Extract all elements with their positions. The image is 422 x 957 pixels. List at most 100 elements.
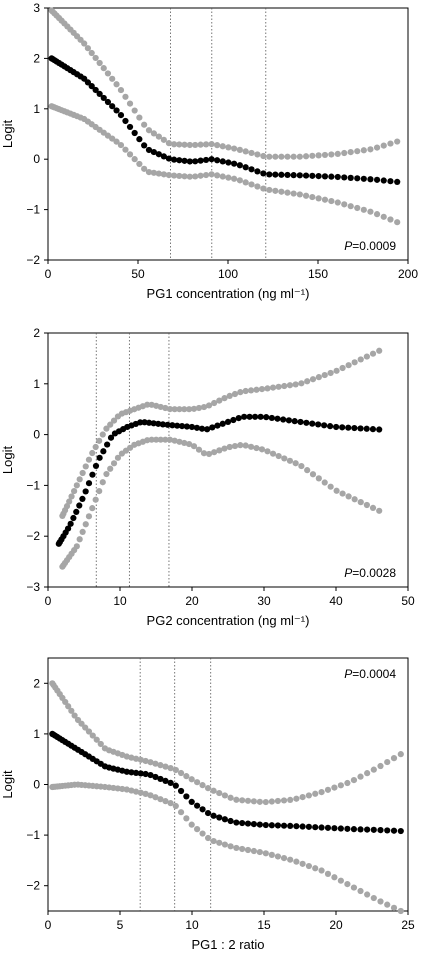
data-point	[109, 103, 116, 110]
data-point	[89, 449, 96, 457]
data-point	[145, 146, 153, 154]
data-point	[266, 171, 273, 178]
data-point	[296, 172, 303, 179]
data-point	[226, 443, 233, 451]
data-point	[305, 862, 312, 870]
data-point	[390, 755, 398, 762]
data-point	[76, 536, 83, 543]
data-point	[280, 797, 288, 804]
data-point	[126, 123, 134, 131]
data-point	[376, 507, 383, 514]
data-point	[199, 806, 206, 813]
data-point	[150, 420, 157, 427]
data-point	[167, 765, 174, 772]
p-value-label: P=0.0009	[344, 239, 396, 253]
data-point	[248, 149, 255, 157]
y-tick-label: −1	[26, 478, 40, 492]
data-point	[291, 418, 298, 425]
data-point	[266, 153, 273, 160]
data-point	[192, 173, 199, 180]
data-point	[324, 786, 332, 793]
data-point	[142, 770, 149, 778]
data-point	[145, 419, 153, 426]
y-axis-label: Logit	[0, 120, 15, 149]
data-point	[252, 413, 259, 420]
data-point	[397, 827, 404, 835]
data-point	[109, 135, 116, 142]
data-point	[66, 498, 73, 505]
data-point	[380, 213, 387, 220]
data-point	[147, 771, 154, 779]
series-upper	[59, 347, 383, 519]
data-point	[321, 196, 329, 203]
data-point	[250, 820, 258, 828]
data-point	[110, 417, 118, 424]
data-point	[260, 152, 267, 160]
data-point	[92, 462, 100, 470]
data-point	[239, 797, 246, 804]
p-value-label: P=0.0028	[344, 566, 396, 580]
data-point	[63, 503, 71, 510]
data-point	[354, 148, 361, 155]
data-point	[292, 381, 299, 388]
data-point	[209, 424, 216, 431]
plot-frame	[47, 332, 409, 588]
x-tick-label: 10	[185, 918, 199, 932]
x-tick-label: 20	[185, 594, 199, 608]
data-point	[369, 504, 377, 511]
data-point	[164, 421, 171, 428]
data-point	[122, 93, 129, 100]
data-point	[197, 172, 204, 179]
data-point	[104, 70, 112, 77]
data-point	[170, 141, 178, 148]
data-point	[186, 141, 193, 149]
data-point	[341, 174, 348, 181]
data-point	[299, 793, 306, 801]
data-point	[333, 487, 340, 494]
data-point	[104, 441, 111, 448]
data-point	[104, 98, 112, 106]
data-point	[96, 454, 103, 461]
data-point	[344, 881, 351, 888]
data-point	[354, 175, 361, 182]
data-point	[364, 891, 371, 898]
data-point	[286, 457, 294, 464]
data-point	[119, 785, 126, 793]
data-point	[278, 188, 285, 195]
data-point	[82, 724, 89, 731]
data-point	[126, 100, 134, 107]
data-point	[370, 826, 377, 833]
data-point	[248, 166, 255, 173]
data-point	[250, 847, 258, 855]
data-point	[208, 140, 215, 148]
data-point	[394, 138, 401, 145]
y-tick-label: 1	[33, 727, 40, 741]
data-point	[216, 447, 223, 454]
data-point	[166, 436, 174, 443]
data-point	[274, 822, 282, 829]
data-point	[198, 425, 206, 432]
data-point	[272, 187, 279, 194]
data-point	[275, 383, 282, 390]
data-point	[103, 470, 110, 478]
data-point	[176, 157, 183, 164]
data-point	[89, 732, 96, 739]
data-point	[236, 162, 243, 169]
data-point	[357, 887, 364, 895]
data-point	[380, 177, 387, 184]
data-point	[345, 362, 352, 369]
data-point	[250, 798, 258, 805]
data-point	[315, 195, 322, 202]
y-tick-label: 0	[33, 428, 40, 442]
data-point	[85, 456, 93, 463]
data-point	[165, 140, 173, 147]
data-point	[225, 144, 232, 151]
x-axis-label: PG1 : 2 ratio	[192, 937, 265, 952]
data-point	[186, 173, 193, 180]
data-point	[177, 769, 185, 777]
data-point	[165, 172, 173, 179]
data-point	[231, 145, 238, 152]
data-point	[278, 171, 285, 178]
data-point	[194, 802, 201, 809]
data-point	[384, 758, 391, 766]
